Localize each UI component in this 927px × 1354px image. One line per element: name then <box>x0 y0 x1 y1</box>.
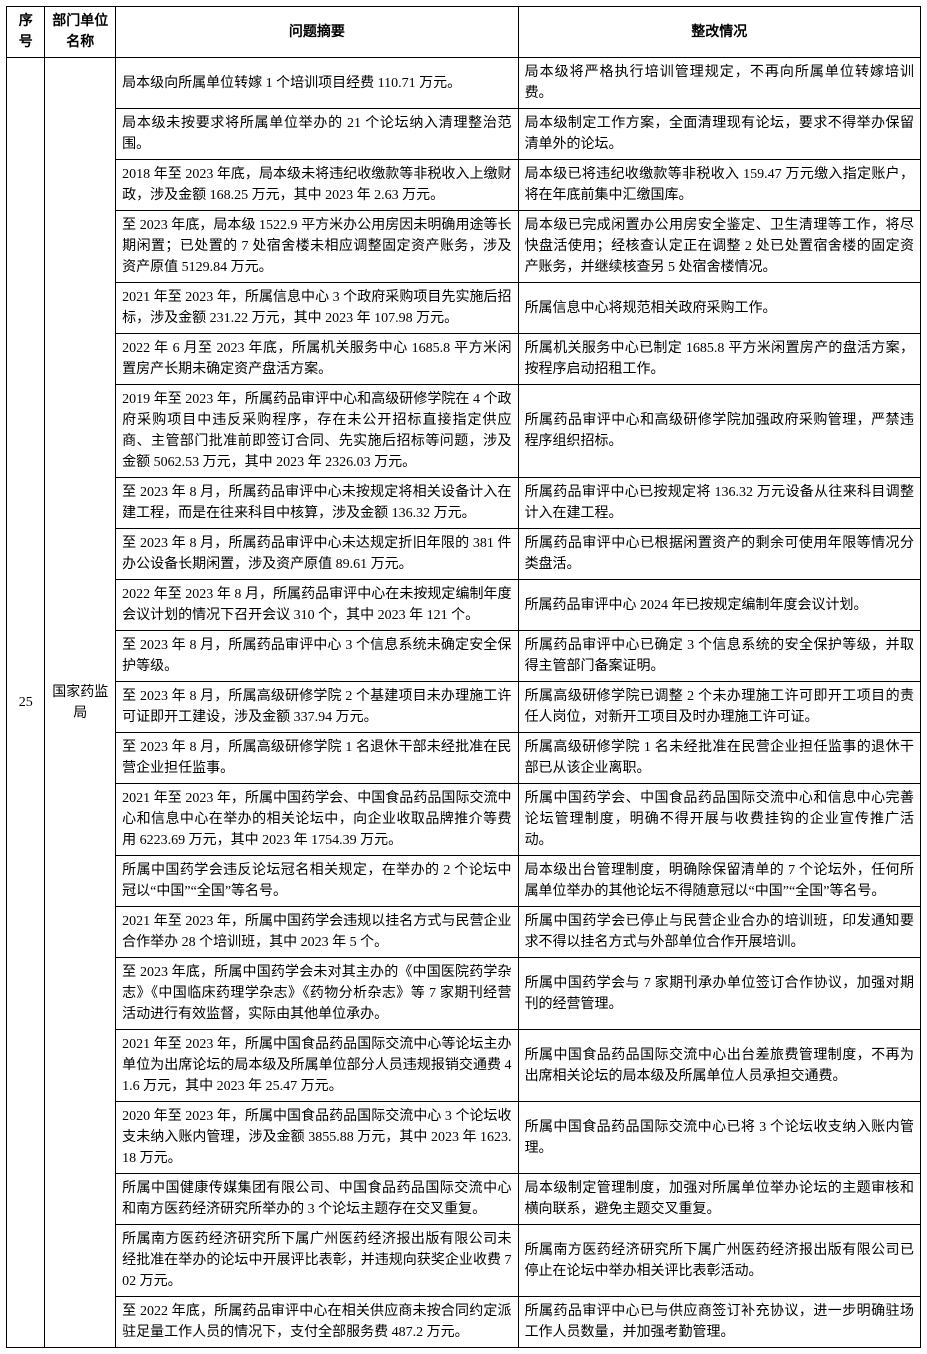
issue-cell: 2021 年至 2023 年，所属中国药学会、中国食品药品国际交流中心和信息中心… <box>116 784 518 856</box>
dept-cell: 国家药监局 <box>45 58 116 1348</box>
issue-cell: 至 2022 年底，所属药品审评中心在相关供应商未按合同约定派驻足量工作人员的情… <box>116 1297 518 1348</box>
table-row: 2022 年至 2023 年 8 月，所属药品审评中心在未按规定编制年度会议计划… <box>7 580 921 631</box>
table-row: 局本级未按要求将所属单位举办的 21 个论坛纳入清理整治范围。局本级制定工作方案… <box>7 109 921 160</box>
rectify-cell: 所属中国食品药品国际交流中心已将 3 个论坛收支纳入账内管理。 <box>518 1102 920 1174</box>
issue-cell: 所属中国药学会违反论坛冠名相关规定，在举办的 2 个论坛中冠以“中国”“全国”等… <box>116 856 518 907</box>
rectify-cell: 所属高级研修学院 1 名未经批准在民营企业担任监事的退休干部已从该企业离职。 <box>518 733 920 784</box>
rectify-cell: 局本级已将违纪收缴款等非税收入 159.47 万元缴入指定账户，将在年底前集中汇… <box>518 160 920 211</box>
rectify-cell: 局本级出台管理制度，明确除保留清单的 7 个论坛外，任何所属单位举办的其他论坛不… <box>518 856 920 907</box>
table-row: 25国家药监局局本级向所属单位转嫁 1 个培训项目经费 110.71 万元。局本… <box>7 58 921 109</box>
table-row: 至 2023 年底，所属中国药学会未对其主办的《中国医院药学杂志》《中国临床药理… <box>7 958 921 1030</box>
issue-cell: 2019 年至 2023 年，所属药品审评中心和高级研修学院在 4 个政府采购项… <box>116 385 518 478</box>
issue-cell: 2021 年至 2023 年，所属中国食品药品国际交流中心等论坛主办单位为出席论… <box>116 1030 518 1102</box>
issue-cell: 2022 年 6 月至 2023 年底，所属机关服务中心 1685.8 平方米闲… <box>116 334 518 385</box>
header-seq: 序号 <box>7 7 45 58</box>
table-row: 至 2023 年 8 月，所属药品审评中心未按规定将相关设备计入在建工程，而是在… <box>7 478 921 529</box>
issue-cell: 2021 年至 2023 年，所属中国药学会违规以挂名方式与民营企业合作举办 2… <box>116 907 518 958</box>
table-row: 至 2023 年 8 月，所属高级研修学院 1 名退休干部未经批准在民营企业担任… <box>7 733 921 784</box>
issue-cell: 至 2023 年 8 月，所属药品审评中心未达规定折旧年限的 381 件办公设备… <box>116 529 518 580</box>
audit-rectification-table: 序号 部门单位名称 问题摘要 整改情况 25国家药监局局本级向所属单位转嫁 1 … <box>6 6 921 1348</box>
issue-cell: 2018 年至 2023 年底，局本级未将违纪收缴款等非税收入上缴财政，涉及金额… <box>116 160 518 211</box>
issue-cell: 至 2023 年底，局本级 1522.9 平方米办公用房因未明确用途等长期闲置；… <box>116 211 518 283</box>
issue-cell: 2020 年至 2023 年，所属中国食品药品国际交流中心 3 个论坛收支未纳入… <box>116 1102 518 1174</box>
issue-cell: 至 2023 年 8 月，所属高级研修学院 1 名退休干部未经批准在民营企业担任… <box>116 733 518 784</box>
issue-cell: 至 2023 年 8 月，所属药品审评中心未按规定将相关设备计入在建工程，而是在… <box>116 478 518 529</box>
issue-cell: 局本级未按要求将所属单位举办的 21 个论坛纳入清理整治范围。 <box>116 109 518 160</box>
rectify-cell: 所属中国药学会与 7 家期刊承办单位签订合作协议，加强对期刊的经营管理。 <box>518 958 920 1030</box>
issue-cell: 至 2023 年底，所属中国药学会未对其主办的《中国医院药学杂志》《中国临床药理… <box>116 958 518 1030</box>
issue-cell: 至 2023 年 8 月，所属药品审评中心 3 个信息系统未确定安全保护等级。 <box>116 631 518 682</box>
rectify-cell: 所属药品审评中心已与供应商签订补充协议，进一步明确驻场工作人员数量，并加强考勤管… <box>518 1297 920 1348</box>
issue-cell: 至 2023 年 8 月，所属高级研修学院 2 个基建项目未办理施工许可证即开工… <box>116 682 518 733</box>
header-dept: 部门单位名称 <box>45 7 116 58</box>
issue-cell: 2022 年至 2023 年 8 月，所属药品审评中心在未按规定编制年度会议计划… <box>116 580 518 631</box>
table-row: 至 2022 年底，所属药品审评中心在相关供应商未按合同约定派驻足量工作人员的情… <box>7 1297 921 1348</box>
rectify-cell: 所属中国食品药品国际交流中心出台差旅费管理制度，不再为出席相关论坛的局本级及所属… <box>518 1030 920 1102</box>
table-row: 2021 年至 2023 年，所属中国药学会违规以挂名方式与民营企业合作举办 2… <box>7 907 921 958</box>
rectify-cell: 所属中国药学会、中国食品药品国际交流中心和信息中心完善论坛管理制度，明确不得开展… <box>518 784 920 856</box>
table-row: 至 2023 年 8 月，所属药品审评中心未达规定折旧年限的 381 件办公设备… <box>7 529 921 580</box>
rectify-cell: 所属药品审评中心已确定 3 个信息系统的安全保护等级，并取得主管部门备案证明。 <box>518 631 920 682</box>
table-row: 2022 年 6 月至 2023 年底，所属机关服务中心 1685.8 平方米闲… <box>7 334 921 385</box>
table-row: 2018 年至 2023 年底，局本级未将违纪收缴款等非税收入上缴财政，涉及金额… <box>7 160 921 211</box>
rectify-cell: 所属中国药学会已停止与民营企业合办的培训班，印发通知要求不得以挂名方式与外部单位… <box>518 907 920 958</box>
table-row: 所属中国药学会违反论坛冠名相关规定，在举办的 2 个论坛中冠以“中国”“全国”等… <box>7 856 921 907</box>
issue-cell: 局本级向所属单位转嫁 1 个培训项目经费 110.71 万元。 <box>116 58 518 109</box>
header-rectify: 整改情况 <box>518 7 920 58</box>
table-row: 2021 年至 2023 年，所属信息中心 3 个政府采购项目先实施后招标，涉及… <box>7 283 921 334</box>
rectify-cell: 局本级制定工作方案，全面清理现有论坛，要求不得举办保留清单外的论坛。 <box>518 109 920 160</box>
rectify-cell: 所属高级研修学院已调整 2 个未办理施工许可即开工项目的责任人岗位，对新开工项目… <box>518 682 920 733</box>
rectify-cell: 所属信息中心将规范相关政府采购工作。 <box>518 283 920 334</box>
table-body: 25国家药监局局本级向所属单位转嫁 1 个培训项目经费 110.71 万元。局本… <box>7 58 921 1348</box>
table-row: 2019 年至 2023 年，所属药品审评中心和高级研修学院在 4 个政府采购项… <box>7 385 921 478</box>
rectify-cell: 局本级将严格执行培训管理规定，不再向所属单位转嫁培训费。 <box>518 58 920 109</box>
rectify-cell: 所属药品审评中心 2024 年已按规定编制年度会议计划。 <box>518 580 920 631</box>
rectify-cell: 所属南方医药经济研究所下属广州医药经济报出版有限公司已停止在论坛中举办相关评比表… <box>518 1225 920 1297</box>
rectify-cell: 局本级已完成闲置办公用房安全鉴定、卫生清理等工作，将尽快盘活使用；经核查认定正在… <box>518 211 920 283</box>
table-row: 至 2023 年 8 月，所属高级研修学院 2 个基建项目未办理施工许可证即开工… <box>7 682 921 733</box>
table-row: 2020 年至 2023 年，所属中国食品药品国际交流中心 3 个论坛收支未纳入… <box>7 1102 921 1174</box>
table-row: 所属南方医药经济研究所下属广州医药经济报出版有限公司未经批准在举办的论坛中开展评… <box>7 1225 921 1297</box>
table-header: 序号 部门单位名称 问题摘要 整改情况 <box>7 7 921 58</box>
seq-cell: 25 <box>7 58 45 1348</box>
header-issue: 问题摘要 <box>116 7 518 58</box>
rectify-cell: 所属药品审评中心和高级研修学院加强政府采购管理，严禁违程序组织招标。 <box>518 385 920 478</box>
table-row: 2021 年至 2023 年，所属中国药学会、中国食品药品国际交流中心和信息中心… <box>7 784 921 856</box>
rectify-cell: 局本级制定管理制度，加强对所属单位举办论坛的主题审核和横向联系，避免主题交叉重复… <box>518 1174 920 1225</box>
issue-cell: 2021 年至 2023 年，所属信息中心 3 个政府采购项目先实施后招标，涉及… <box>116 283 518 334</box>
rectify-cell: 所属药品审评中心已根据闲置资产的剩余可使用年限等情况分类盘活。 <box>518 529 920 580</box>
issue-cell: 所属中国健康传媒集团有限公司、中国食品药品国际交流中心和南方医药经济研究所举办的… <box>116 1174 518 1225</box>
rectify-cell: 所属机关服务中心已制定 1685.8 平方米闲置房产的盘活方案，按程序启动招租工… <box>518 334 920 385</box>
table-row: 2021 年至 2023 年，所属中国食品药品国际交流中心等论坛主办单位为出席论… <box>7 1030 921 1102</box>
issue-cell: 所属南方医药经济研究所下属广州医药经济报出版有限公司未经批准在举办的论坛中开展评… <box>116 1225 518 1297</box>
table-row: 至 2023 年底，局本级 1522.9 平方米办公用房因未明确用途等长期闲置；… <box>7 211 921 283</box>
table-row: 所属中国健康传媒集团有限公司、中国食品药品国际交流中心和南方医药经济研究所举办的… <box>7 1174 921 1225</box>
rectify-cell: 所属药品审评中心已按规定将 136.32 万元设备从往来科目调整计入在建工程。 <box>518 478 920 529</box>
table-row: 至 2023 年 8 月，所属药品审评中心 3 个信息系统未确定安全保护等级。所… <box>7 631 921 682</box>
